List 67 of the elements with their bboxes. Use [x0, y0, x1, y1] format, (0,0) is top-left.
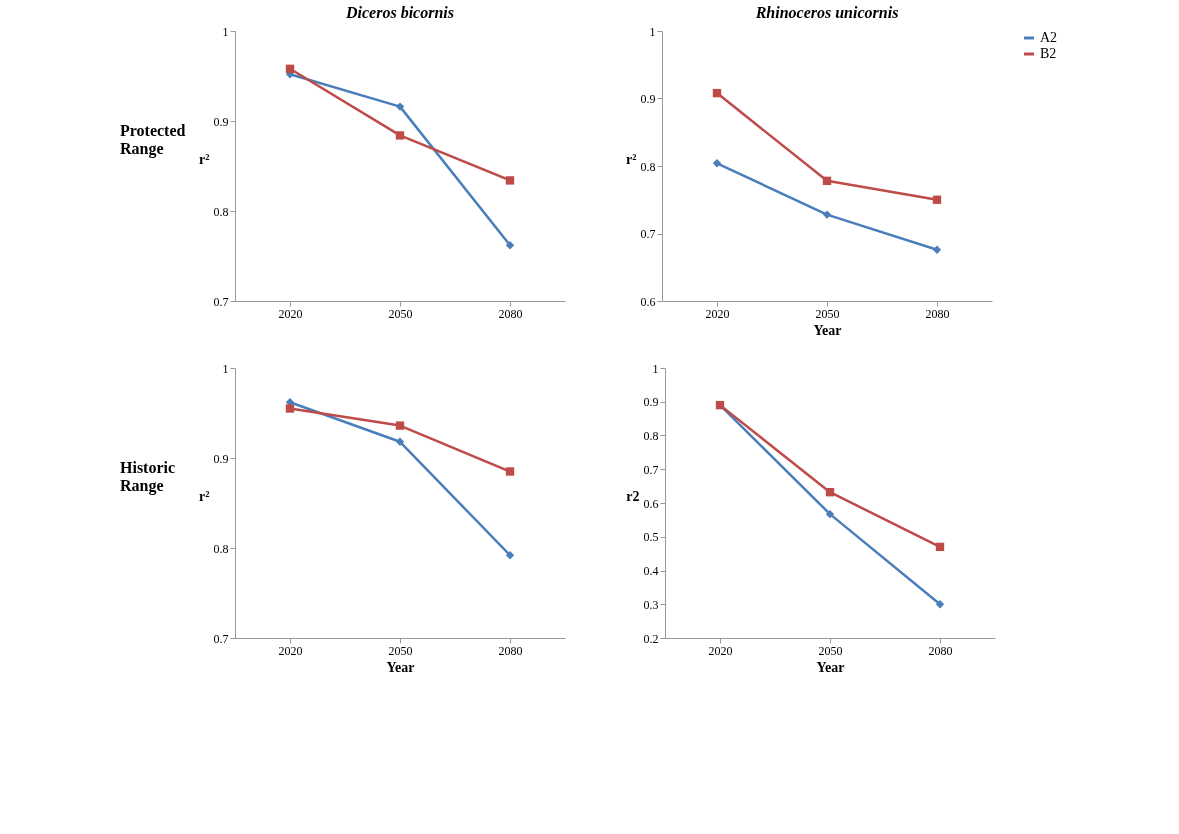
x-axis-title: Year	[816, 659, 845, 675]
y-axis-title: r²	[199, 151, 210, 167]
point	[712, 88, 722, 98]
chart-title: Rhinoceros unicornis	[754, 4, 899, 21]
point	[935, 542, 945, 552]
text: Protected Range	[120, 122, 186, 158]
point	[285, 64, 295, 73]
y-tick-label: 0.7	[640, 227, 656, 241]
point	[932, 245, 942, 254]
y-tick-label: 0.8	[643, 429, 659, 443]
x-tick-label: 2080	[925, 306, 950, 321]
point	[395, 102, 405, 111]
y-tick-label: 0.8	[213, 204, 229, 219]
x-axis-title: Year	[386, 659, 415, 675]
point	[712, 159, 722, 168]
x-tick-label: 2050	[388, 306, 413, 321]
y-tick-label: 0.9	[643, 395, 659, 410]
y-tick-label: 0.7	[643, 462, 659, 477]
y-tick-label: 0.9	[213, 451, 229, 466]
y-tick-label: 1	[652, 361, 659, 376]
y-tick-label: 1	[222, 361, 229, 376]
y-axis-title: r²	[199, 488, 210, 504]
x-tick-label: 2020	[708, 643, 733, 658]
x-tick-label: 2020	[278, 306, 303, 321]
point	[825, 509, 835, 519]
y-tick-label: 0.8	[640, 159, 656, 174]
y-tick-label: 0.9	[640, 92, 656, 106]
y-tick-label: 1	[649, 24, 656, 39]
point	[932, 195, 942, 204]
point	[395, 131, 405, 140]
x-tick-label: 2050	[818, 643, 843, 658]
y-tick-label: 1	[222, 24, 229, 39]
point	[825, 488, 835, 497]
point	[395, 437, 405, 446]
legend-label: A2	[1040, 30, 1058, 45]
y-tick-label: 0.2	[643, 631, 659, 646]
y-tick-label: 0.8	[213, 541, 229, 556]
point	[822, 210, 832, 219]
legend-label: B2	[1040, 46, 1057, 61]
y-axis-title: r2	[626, 488, 640, 504]
point	[285, 404, 295, 413]
x-axis-title: Year	[813, 322, 842, 338]
x-tick-label: 2080	[928, 643, 953, 658]
x-tick-label: 2080	[498, 306, 523, 321]
y-tick-label: 0.5	[643, 530, 659, 545]
point	[505, 551, 515, 560]
x-tick-label: 2050	[815, 306, 840, 321]
y-tick-label: 0.7	[213, 294, 229, 309]
x-tick-label: 2020	[705, 306, 730, 321]
point	[822, 176, 832, 186]
text: Historic Range	[120, 459, 176, 495]
x-tick-label: 2080	[498, 643, 523, 658]
y-tick-label: 0.6	[643, 496, 659, 511]
y-axis-title: r²	[626, 151, 637, 167]
point	[935, 600, 945, 609]
point	[505, 467, 515, 476]
y-tick-label: 0.4	[643, 564, 659, 578]
x-tick-label: 2020	[278, 643, 303, 658]
point	[505, 241, 515, 250]
y-tick-label: 0.7	[213, 631, 229, 646]
x-tick-label: 2050	[388, 643, 413, 658]
point	[395, 421, 405, 430]
point	[505, 176, 515, 185]
y-tick-label: 0.3	[643, 597, 659, 612]
y-tick-label: 0.6	[640, 294, 656, 309]
chart-title: Diceros bicornis	[345, 4, 454, 21]
y-tick-label: 0.9	[213, 114, 229, 129]
